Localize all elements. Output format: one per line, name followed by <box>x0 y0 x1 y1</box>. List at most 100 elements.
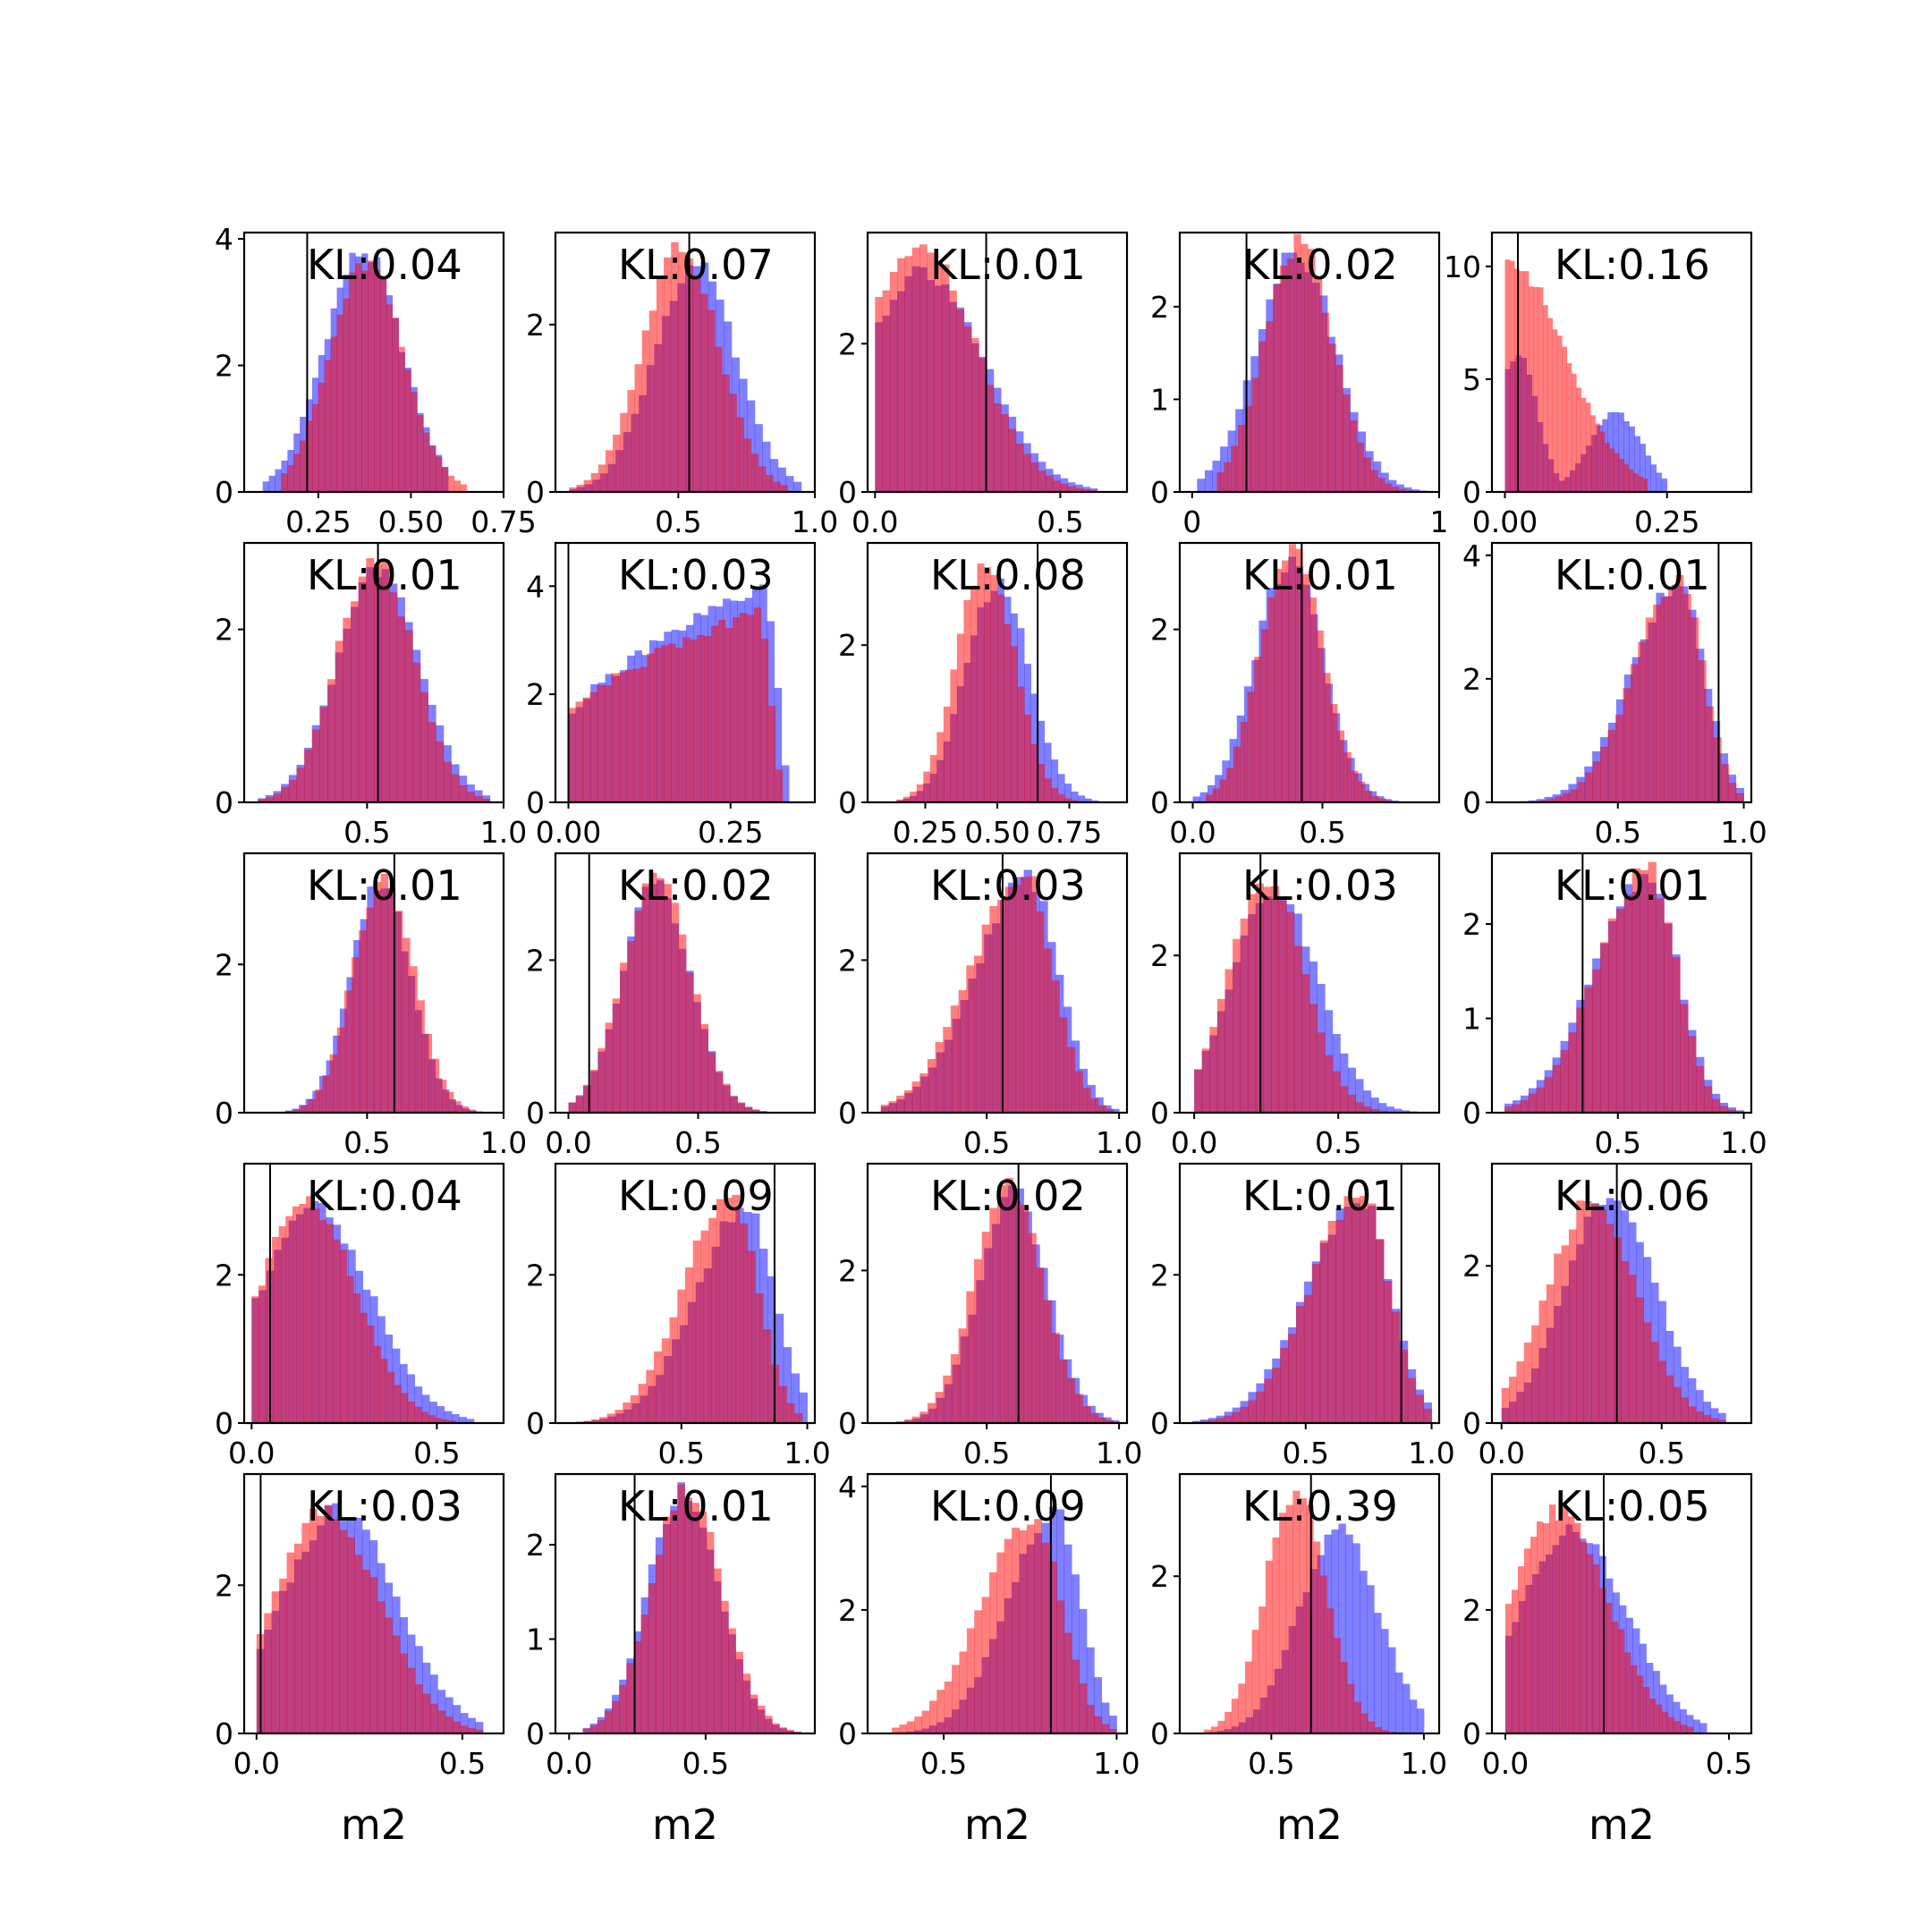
histogram-bar-red <box>311 403 319 492</box>
histogram-bar-red <box>1074 1394 1083 1423</box>
histogram-bar-red <box>1509 1377 1517 1423</box>
histogram-bar-red <box>597 684 605 802</box>
axes-frame <box>1178 1162 1441 1425</box>
histogram-bar-red <box>1051 1333 1060 1423</box>
axes-frame <box>1490 1472 1753 1735</box>
histogram-bar-red <box>634 911 643 1113</box>
histogram-bar-red <box>1019 1530 1028 1733</box>
histogram-bar-red <box>1523 1342 1532 1423</box>
histogram-bar-blue <box>1688 1377 1697 1423</box>
histogram-bar-red <box>1336 730 1345 802</box>
histogram-bar-red <box>623 1402 631 1423</box>
histogram-bar-red <box>1555 796 1563 802</box>
histogram-bar-red <box>1606 1603 1613 1733</box>
histogram-bar-red <box>655 1555 664 1733</box>
histogram-bar-red <box>575 1095 584 1113</box>
histogram-bar-red <box>447 475 455 492</box>
histogram-bar-red <box>654 1351 663 1423</box>
histogram-bar-red <box>914 1716 922 1733</box>
y-tick-label: 0 <box>526 1406 545 1441</box>
histogram-bar-red <box>671 902 680 1113</box>
histogram-bar-red <box>620 412 628 492</box>
histogram-bar-red <box>1028 1233 1037 1423</box>
histogram-bar-red <box>1665 1375 1674 1423</box>
histogram-bar-blue <box>1395 484 1404 492</box>
histogram-bar-red <box>1293 945 1302 1113</box>
histogram-bar-red <box>708 1217 717 1423</box>
histogram-bar-red <box>1728 783 1737 802</box>
histogram-bar-red <box>327 679 336 802</box>
x-tick-label: 0.0 <box>1169 815 1216 850</box>
y-tick-label: 2 <box>215 1258 233 1292</box>
histogram-bar-red <box>1334 1638 1342 1733</box>
histogram-bar-blue <box>1411 489 1420 492</box>
histogram-bar-red <box>896 799 904 802</box>
histogram-bar-red <box>1384 1281 1393 1423</box>
histogram-bar-red <box>1094 1716 1103 1733</box>
histogram-bar-red <box>685 1267 694 1423</box>
histogram-bar-red <box>309 1508 318 1733</box>
histogram-bar-red <box>747 1250 756 1423</box>
x-tick-label: 0.25 <box>893 815 958 850</box>
histogram-bar-red <box>366 907 374 1113</box>
histogram-bar-red <box>1072 1659 1080 1733</box>
histogram-bar-red <box>1301 243 1309 492</box>
histogram-bar-red <box>1618 1629 1625 1733</box>
histogram-bar-red <box>1595 423 1601 492</box>
histogram-bar-red <box>1656 1704 1663 1733</box>
histogram-bar-red <box>287 465 294 492</box>
histogram-bar-red <box>934 264 943 492</box>
histogram-bar-red <box>1696 1066 1705 1113</box>
y-tick-label: 0 <box>526 785 545 820</box>
histogram-bar-red <box>1309 597 1318 802</box>
histogram-bar-blue <box>1680 1709 1687 1733</box>
histogram-bar-red <box>1688 1406 1697 1423</box>
histogram-bar-red <box>1364 790 1372 802</box>
histogram-bar-red <box>1398 488 1407 492</box>
histogram-bar-red <box>1090 1098 1099 1113</box>
histogram-bar-red <box>988 1572 997 1733</box>
histogram-bar-red <box>708 1052 716 1113</box>
histogram-bar-red <box>460 1725 469 1733</box>
y-tick-label: 0 <box>215 1096 233 1131</box>
y-tick-label: 0 <box>526 1716 545 1751</box>
y-tick-label: 0 <box>1150 785 1169 820</box>
histogram-bar-red <box>952 1665 960 1733</box>
histogram-bar-red <box>306 1196 314 1423</box>
histogram-bar-red <box>929 755 937 802</box>
histogram-bar-red <box>1023 453 1031 492</box>
histogram-bar-red <box>1272 1368 1281 1423</box>
histogram-bar-red <box>589 1724 598 1733</box>
histogram-bar-red <box>415 1684 423 1733</box>
histogram-bar-red <box>1546 799 1555 802</box>
histogram-bar-blue <box>777 467 786 492</box>
histogram-bar-red <box>1698 660 1707 802</box>
histogram-bar-red <box>936 1690 945 1733</box>
histogram-bar-red <box>258 1285 266 1423</box>
histogram-bar-blue <box>1659 1684 1667 1733</box>
x-axis-label: m2 <box>652 1801 718 1849</box>
x-tick-label: 1.0 <box>792 504 838 539</box>
histogram-bar-red <box>619 1684 627 1733</box>
x-tick-label: 1.0 <box>1093 1746 1140 1781</box>
histogram-bar-red <box>300 440 307 492</box>
histogram-bar-red <box>453 1101 462 1113</box>
histogram-bar-red <box>678 934 687 1113</box>
x-tick-label: 0.5 <box>1299 815 1345 850</box>
histogram-bar-red <box>1273 284 1281 492</box>
histogram-bar-red <box>903 1419 912 1423</box>
histogram-bar-blue <box>429 1402 437 1423</box>
histogram-bar-blue <box>1044 742 1052 802</box>
x-tick-label: 1.0 <box>1096 1436 1142 1470</box>
histogram-bar-red <box>1727 1109 1737 1113</box>
histogram-bar-red <box>598 1417 608 1423</box>
histogram-bar-red <box>717 619 726 802</box>
histogram-bar-red <box>1648 861 1657 1113</box>
histogram-bar-red <box>367 1326 375 1423</box>
kl-annotation: KL:0.39 <box>1242 1482 1398 1530</box>
histogram-bar-red <box>1392 487 1400 492</box>
histogram-bar-red <box>1590 415 1596 492</box>
y-tick-label: 0 <box>1150 1716 1169 1751</box>
histogram-bar-red <box>1206 794 1214 802</box>
subplot-r2-c4: 0 1 2 0.5 1.0 KL:0.01 <box>1462 852 1767 1160</box>
